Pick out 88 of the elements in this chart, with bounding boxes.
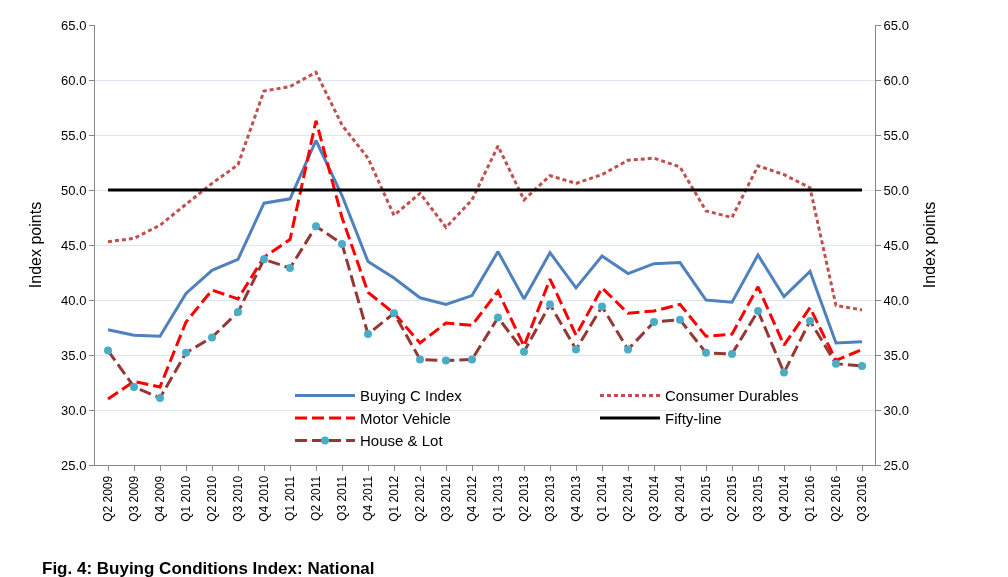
y2-tick-label: 30.0 — [883, 402, 909, 418]
x-tick-label: Q3 2010 — [230, 475, 245, 522]
y2-tick-label: 65.0 — [883, 17, 909, 33]
x-tick-label: Q3 2015 — [750, 475, 765, 522]
legend-label: Motor Vehicle — [360, 409, 451, 427]
x-tick-label: Q1 2011 — [282, 475, 297, 521]
x-tick-label: Q2 2013 — [516, 475, 531, 522]
point — [416, 355, 424, 364]
point — [494, 313, 502, 322]
y2-tick-label: 60.0 — [883, 72, 909, 88]
point — [754, 307, 762, 315]
point — [650, 318, 658, 326]
x-tick-label: Q1 2016 — [802, 475, 817, 522]
point — [780, 368, 788, 377]
y-tick-label: 50.0 — [61, 182, 87, 198]
x-tick-label: Q1 2014 — [594, 475, 609, 522]
point — [364, 330, 372, 339]
y-tick-label: 40.0 — [61, 292, 87, 308]
y-tick-label: 55.0 — [61, 127, 87, 143]
point — [234, 308, 242, 317]
x-tick-label: Q1 2013 — [490, 475, 505, 522]
y-tick-label: 60.0 — [61, 72, 87, 88]
point — [806, 316, 814, 325]
x-tick-label: Q2 2014 — [620, 475, 635, 522]
legend-label: Fifty-line — [665, 409, 722, 427]
x-tick-label: Q3 2014 — [646, 475, 661, 522]
point — [130, 382, 138, 391]
x-tick-label: Q3 2012 — [438, 475, 453, 522]
y-tick-label: 30.0 — [61, 402, 87, 418]
x-tick-label: Q1 2012 — [386, 475, 401, 522]
point — [520, 347, 528, 356]
y2-tick-label: 25.0 — [883, 457, 909, 473]
x-tick-label: Q2 2016 — [828, 475, 843, 522]
x-tick-label: Q2 2009 — [100, 475, 115, 522]
y-tick-label: 45.0 — [61, 237, 87, 253]
point — [598, 302, 606, 311]
point — [728, 349, 736, 358]
x-tick-label: Q3 2011 — [334, 475, 349, 521]
point — [468, 355, 476, 364]
legend-label: House & Lot — [360, 432, 444, 450]
point — [676, 315, 684, 324]
x-tick-label: Q3 2013 — [542, 475, 557, 522]
y2-axis-title: Index points — [920, 201, 938, 289]
y2-tick-label: 55.0 — [883, 127, 909, 143]
point — [442, 356, 450, 365]
point — [156, 393, 164, 402]
x-tick-label: Q4 2011 — [360, 475, 375, 521]
point — [208, 333, 216, 342]
y2-tick-label: 35.0 — [883, 347, 909, 363]
x-tick-label: Q2 2010 — [204, 475, 219, 522]
x-tick-label: Q4 2009 — [152, 475, 167, 522]
point — [182, 348, 190, 357]
legend-label: Consumer Durables — [665, 387, 799, 405]
y2-tick-label: 50.0 — [883, 182, 909, 198]
point — [572, 345, 580, 354]
x-tick-label: Q1 2015 — [698, 475, 713, 522]
y-tick-label: 25.0 — [61, 457, 87, 473]
x-tick-label: Q4 2013 — [568, 475, 583, 522]
y-tick-label: 35.0 — [61, 347, 87, 363]
x-tick-label: Q4 2012 — [464, 475, 479, 522]
y-tick-label: 65.0 — [61, 17, 87, 33]
x-tick-label: Q2 2015 — [724, 475, 739, 522]
point — [312, 222, 320, 231]
point — [390, 309, 398, 318]
point — [702, 348, 710, 357]
line-series — [106, 70, 864, 312]
point — [546, 300, 554, 309]
point — [624, 345, 632, 354]
x-tick-label: Q2 2012 — [412, 475, 427, 522]
point — [858, 362, 866, 370]
point — [104, 346, 112, 355]
caption: Fig. 4: Buying Conditions Index: National — [42, 559, 375, 577]
y-axis-title: Index points — [26, 201, 44, 289]
y2-tick-label: 40.0 — [883, 292, 909, 308]
x-tick-label: Q2 2011 — [308, 475, 323, 521]
x-tick-label: Q3 2009 — [126, 475, 141, 522]
point — [338, 239, 346, 248]
x-tick-label: Q3 2016 — [854, 475, 869, 522]
x-tick-label: Q1 2010 — [178, 475, 193, 522]
point — [260, 255, 268, 264]
x-tick-label: Q4 2010 — [256, 475, 271, 522]
x-tick-label: Q4 2014 — [776, 475, 791, 522]
legend-label: Buying C Index — [360, 387, 463, 405]
y2-tick-label: 45.0 — [883, 237, 909, 253]
point — [286, 264, 294, 273]
point — [832, 359, 840, 368]
line-series — [106, 139, 864, 345]
x-tick-label: Q4 2014 — [672, 475, 687, 522]
